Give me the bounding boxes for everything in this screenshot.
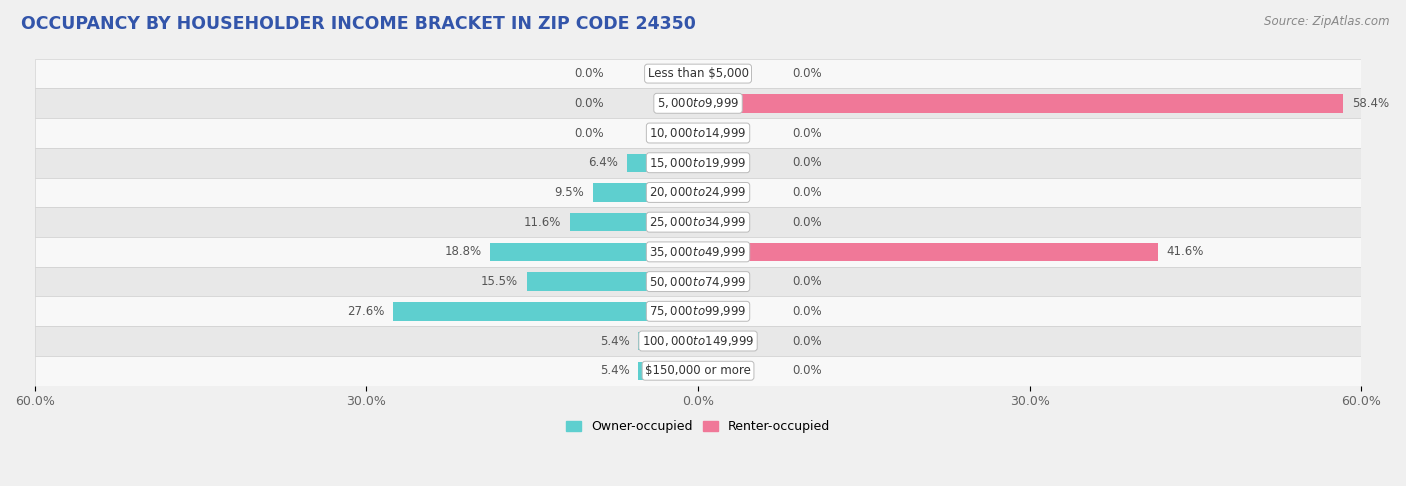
Bar <box>491 243 697 261</box>
Bar <box>697 94 1344 113</box>
Text: $50,000 to $74,999: $50,000 to $74,999 <box>650 275 747 289</box>
Text: 27.6%: 27.6% <box>347 305 384 318</box>
Bar <box>35 237 1361 267</box>
Bar <box>35 267 1361 296</box>
Text: 0.0%: 0.0% <box>792 364 821 377</box>
Text: $25,000 to $34,999: $25,000 to $34,999 <box>650 215 747 229</box>
Bar <box>35 326 1361 356</box>
Text: OCCUPANCY BY HOUSEHOLDER INCOME BRACKET IN ZIP CODE 24350: OCCUPANCY BY HOUSEHOLDER INCOME BRACKET … <box>21 15 696 33</box>
Text: 15.5%: 15.5% <box>481 275 517 288</box>
Text: $35,000 to $49,999: $35,000 to $49,999 <box>650 245 747 259</box>
Bar <box>35 208 1361 237</box>
Text: $75,000 to $99,999: $75,000 to $99,999 <box>650 304 747 318</box>
Text: Source: ZipAtlas.com: Source: ZipAtlas.com <box>1264 15 1389 28</box>
Bar <box>35 356 1361 385</box>
Bar <box>35 118 1361 148</box>
Text: 9.5%: 9.5% <box>554 186 585 199</box>
Bar <box>638 362 697 380</box>
Text: 5.4%: 5.4% <box>600 364 630 377</box>
Text: $5,000 to $9,999: $5,000 to $9,999 <box>657 96 740 110</box>
Text: 0.0%: 0.0% <box>792 275 821 288</box>
Text: 6.4%: 6.4% <box>589 156 619 169</box>
Bar <box>35 59 1361 88</box>
Text: 0.0%: 0.0% <box>575 67 605 80</box>
Text: 11.6%: 11.6% <box>523 216 561 229</box>
Text: Less than $5,000: Less than $5,000 <box>648 67 748 80</box>
Text: 18.8%: 18.8% <box>444 245 481 259</box>
Bar <box>697 243 1157 261</box>
Text: 58.4%: 58.4% <box>1353 97 1389 110</box>
Bar <box>569 213 697 231</box>
Text: 0.0%: 0.0% <box>792 126 821 139</box>
Bar <box>638 332 697 350</box>
Text: $100,000 to $149,999: $100,000 to $149,999 <box>641 334 754 348</box>
Bar <box>35 88 1361 118</box>
Bar <box>593 183 697 202</box>
Bar <box>527 272 697 291</box>
Text: $150,000 or more: $150,000 or more <box>645 364 751 377</box>
Text: $10,000 to $14,999: $10,000 to $14,999 <box>650 126 747 140</box>
Text: 0.0%: 0.0% <box>792 186 821 199</box>
Bar <box>35 296 1361 326</box>
Legend: Owner-occupied, Renter-occupied: Owner-occupied, Renter-occupied <box>561 415 835 438</box>
Text: 41.6%: 41.6% <box>1167 245 1204 259</box>
Bar <box>394 302 697 321</box>
Text: 0.0%: 0.0% <box>792 216 821 229</box>
Text: $15,000 to $19,999: $15,000 to $19,999 <box>650 156 747 170</box>
Text: 0.0%: 0.0% <box>792 156 821 169</box>
Text: $20,000 to $24,999: $20,000 to $24,999 <box>650 186 747 199</box>
Text: 5.4%: 5.4% <box>600 334 630 347</box>
Text: 0.0%: 0.0% <box>792 305 821 318</box>
Text: 0.0%: 0.0% <box>792 67 821 80</box>
Bar <box>35 177 1361 208</box>
Bar <box>627 154 697 172</box>
Text: 0.0%: 0.0% <box>575 97 605 110</box>
Text: 0.0%: 0.0% <box>792 334 821 347</box>
Text: 0.0%: 0.0% <box>575 126 605 139</box>
Bar <box>35 148 1361 177</box>
